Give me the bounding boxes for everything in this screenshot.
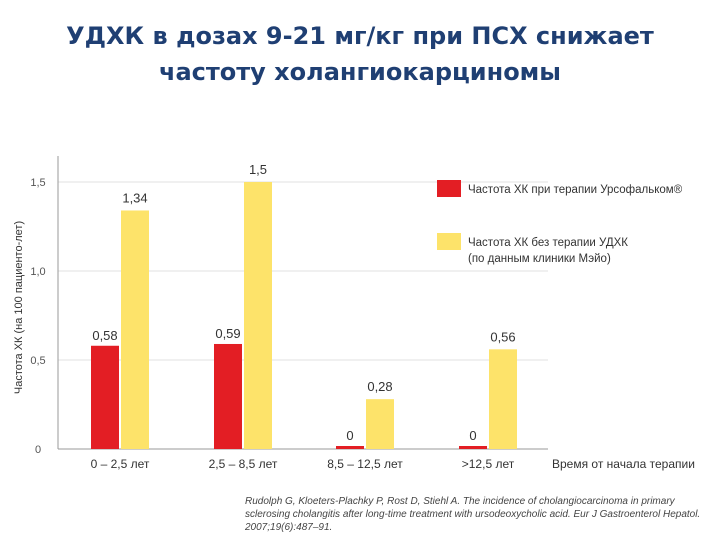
x-tick-label: 8,5 – 12,5 лет (327, 457, 403, 471)
bars (91, 182, 517, 449)
x-tick-label: 2,5 – 8,5 лет (209, 457, 278, 471)
data-labels: 0,58 1,34 0,59 1,5 0 0,28 0 0,56 (92, 162, 515, 443)
y-tick-label: 1,0 (30, 266, 45, 278)
bar-untreated (489, 349, 517, 449)
bar-treated (214, 343, 242, 449)
y-tick-label: 1,5 (30, 177, 45, 189)
x-tick-label: >12,5 лет (462, 457, 515, 471)
y-tick-label: 0,5 (30, 355, 45, 367)
legend-swatch-treated (437, 180, 461, 197)
bar-treated (459, 446, 487, 449)
y-tick-label: 0 (35, 444, 41, 456)
legend-label-untreated: Частота ХК без терапии УДХК (468, 237, 628, 249)
legend-swatch-untreated (437, 233, 461, 250)
slide-title: УДХК в дозах 9-21 мг/кг при ПСХ снижает … (0, 18, 720, 90)
data-label-untreated: 1,34 (122, 190, 147, 205)
data-label-treated: 0 (469, 428, 476, 443)
tick-labels: 0 0,5 1,0 1,5 0 – 2,5 лет 2,5 – 8,5 лет 8,5 – … (30, 177, 514, 471)
bar-untreated (366, 399, 394, 449)
data-label-treated: 0,58 (92, 328, 117, 343)
data-label-untreated: 0,28 (367, 379, 392, 394)
title-line-2: частоту холангиокарциномы (158, 58, 562, 86)
data-label-treated: 0,59 (215, 326, 240, 341)
data-label-untreated: 1,5 (249, 162, 267, 177)
title-line-1: УДХК в дозах 9-21 мг/кг при ПСХ снижает (66, 22, 654, 50)
bar-untreated (121, 210, 149, 449)
legend-label-treated: Частота ХК при терапии Урсофальком® (468, 184, 683, 196)
bar-treated (91, 345, 119, 449)
x-axis-label: Время от начала терапии (552, 457, 695, 471)
legend-label-untreated-line-2: (по данным клиники Мэйо) (468, 253, 611, 265)
data-label-treated: 0 (346, 428, 353, 443)
bar-treated (336, 446, 364, 449)
data-label-untreated: 0,56 (490, 329, 515, 344)
y-axis-label: Частота ХК (на 100 пациенто-лет) (13, 221, 25, 394)
citation: Rudolph G, Kloeters-Plachky P, Rost D, S… (245, 496, 701, 533)
bar-untreated (244, 182, 272, 449)
legend: Частота ХК при терапии Урсофальком® Часто… (437, 180, 683, 265)
x-tick-label: 0 – 2,5 лет (91, 457, 150, 471)
